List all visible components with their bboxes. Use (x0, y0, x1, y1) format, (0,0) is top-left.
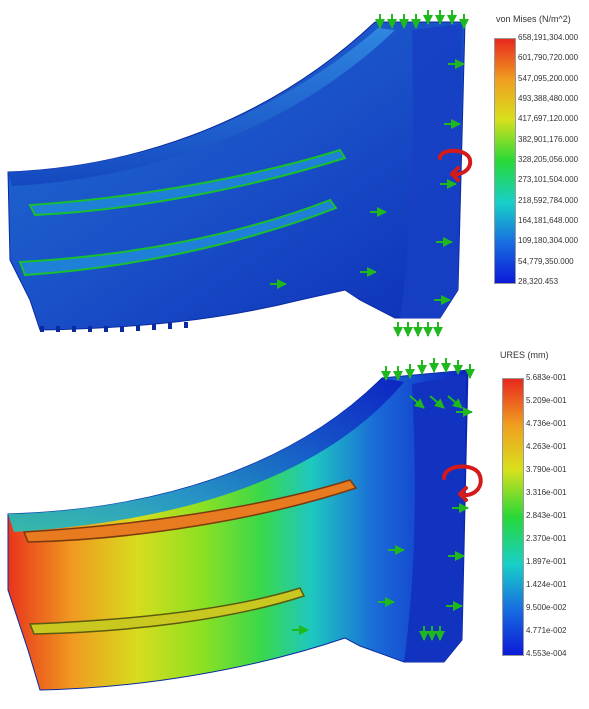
displacement-top-face (8, 378, 404, 532)
legend-tick-label: 218,592,784.000 (518, 195, 579, 205)
legend-tick-label: 4.736e-001 (526, 419, 567, 428)
legend-tick-label: 547,095,200.000 (518, 73, 579, 83)
legend-tick-label: 109,180,304.000 (518, 236, 579, 246)
stress-plot-panel: von Mises (N/m^2) 658,191,304.000 601,790… (0, 0, 589, 350)
green-arrow-icon (292, 407, 473, 635)
legend-tick-label: 54,779,350.000 (518, 256, 574, 266)
stress-legend-colorbar (494, 38, 516, 284)
legend-tick-label: 2.370e-001 (526, 534, 567, 543)
legend-tick-label: 28,320.453 (518, 277, 559, 286)
red-curved-arrow-icon (442, 464, 483, 502)
red-curved-arrow-icon (438, 148, 473, 182)
legend-tick-label: 5.209e-001 (526, 396, 567, 405)
legend-tick-label: 1.424e-001 (526, 580, 567, 589)
legend-tick-label: 417,697,120.000 (518, 114, 579, 124)
stress-legend-title: von Mises (N/m^2) (496, 14, 571, 24)
displacement-upper-slot (22, 479, 358, 543)
legend-tick-label: 3.316e-001 (526, 488, 567, 497)
stress-legend-ticks: 658,191,304.000 601,790,720.000 547,095,20… (0, 0, 589, 350)
green-arrow-icon (419, 626, 445, 641)
legend-tick-label: 601,790,720.000 (518, 53, 579, 63)
displacement-plot-panel: URES (mm) 5.683e-001 5.209e-001 4.736e-001… (0, 350, 589, 709)
displacement-model-view (7, 358, 483, 691)
displacement-legend-colorbar (502, 378, 524, 656)
legend-tick-label: 328,205,056.000 (518, 155, 579, 164)
displacement-legend-title: URES (mm) (500, 350, 549, 360)
legend-tick-label: 4.263e-001 (526, 442, 567, 451)
legend-tick-label: 164,181,648.000 (518, 216, 579, 225)
legend-tick-label: 9.500e-002 (526, 603, 567, 612)
green-arrow-icon (375, 10, 469, 29)
displacement-lower-slot (28, 587, 306, 635)
stress-model-view (7, 10, 473, 337)
legend-tick-label: 3.790e-001 (526, 465, 567, 474)
green-arrow-icon (270, 59, 465, 305)
legend-tick-label: 2.843e-001 (526, 511, 567, 520)
displacement-part-side-face (404, 374, 466, 662)
legend-tick-label: 4.771e-002 (526, 626, 567, 635)
legend-tick-label: 273,101,504.000 (518, 175, 579, 185)
stress-bottom-teeth (40, 322, 188, 332)
stress-upper-slot (28, 148, 347, 217)
legend-tick-label: 382,901,176.000 (518, 134, 579, 144)
legend-tick-label: 5.683e-001 (526, 373, 567, 382)
legend-tick-label: 658,191,304.000 (518, 33, 579, 42)
legend-tick-label: 4.553e-004 (526, 649, 567, 658)
green-arrow-icon (393, 322, 443, 337)
displacement-legend-ticks: 5.683e-001 5.209e-001 4.736e-001 4.263e-001… (0, 350, 589, 709)
green-arrow-icon (381, 358, 475, 409)
legend-tick-label: 493,388,480.000 (518, 94, 579, 103)
stress-lower-slot (18, 198, 338, 277)
stress-top-ridge (8, 28, 395, 186)
legend-tick-label: 1.897e-001 (526, 557, 567, 566)
